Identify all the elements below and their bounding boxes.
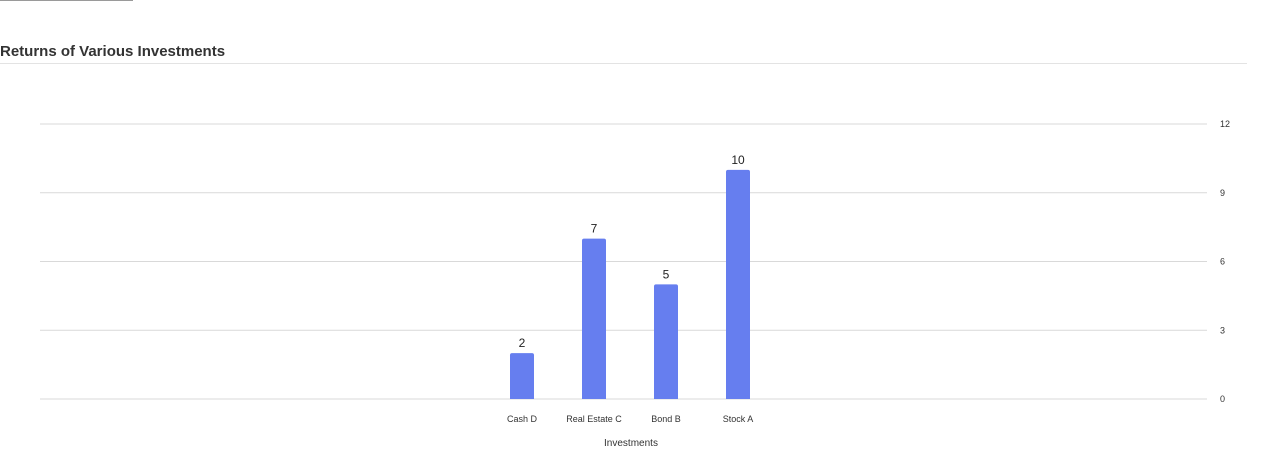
gridlines [40,123,1207,400]
bar-value-labels: 2 7 5 10 [519,153,745,350]
bar-value-label: 10 [731,153,745,167]
chart-title: Returns of Various Investments [0,43,226,60]
x-tick-label: Cash D [507,414,538,424]
bar [726,169,750,399]
bar [582,238,606,399]
bar [654,284,678,399]
bar [510,353,534,399]
y-tick-label: 12 [1220,119,1230,129]
y-tick-labels: 0 3 6 9 12 [1220,119,1230,404]
top-divider-stub [0,0,133,1]
bar-value-label: 7 [591,222,598,236]
bar-value-label: 5 [663,267,670,281]
x-tick-label: Stock A [723,414,754,424]
y-tick-label: 9 [1220,188,1225,198]
y-tick-label: 0 [1220,394,1225,404]
x-tick-label: Bond B [651,414,681,424]
bar-value-label: 2 [519,336,526,350]
x-tick-label: Real Estate C [566,414,622,424]
x-tick-labels: Cash D Real Estate C Bond B Stock A [507,414,753,424]
x-axis-title: Investments [604,438,658,449]
title-divider [0,63,1247,64]
y-tick-label: 3 [1220,325,1225,335]
y-tick-label: 6 [1220,257,1225,267]
bars [510,169,750,399]
